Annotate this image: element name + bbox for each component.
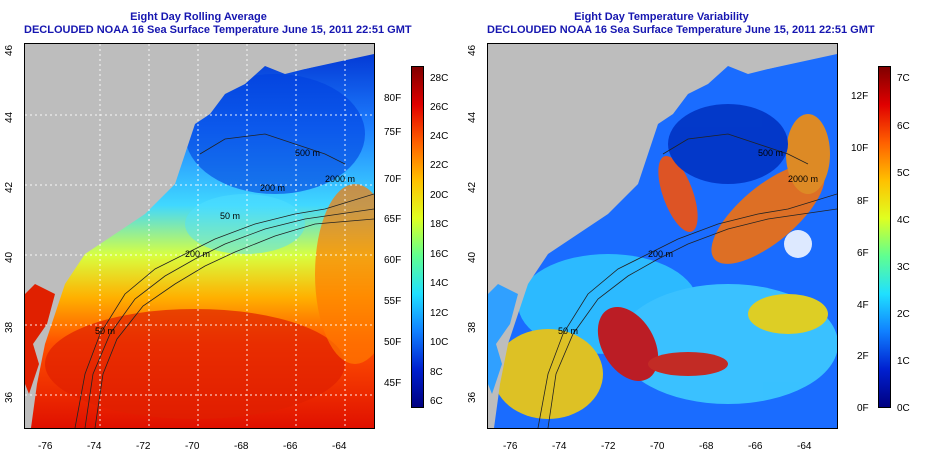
lon-tick: -72 [136,441,151,452]
colorbar-f-tick: 60F [384,255,402,266]
colorbar-c-tick: 4C [897,215,910,226]
colorbar-c-tick: 18C [430,219,449,230]
colorbar-c-tick: 6C [430,396,443,407]
lat-tick: 38 [4,321,15,333]
lon-tick: -72 [601,441,616,452]
colorbar-f-tick: 65F [384,214,402,225]
colorbar-f-tick: 8F [857,196,869,207]
colorbar-c-tick: 22C [430,160,449,171]
colorbar-c-tick: 2C [897,309,910,320]
lon-tick: -68 [234,441,249,452]
contour-label: 500 m [758,148,783,158]
lat-tick: 36 [4,391,15,403]
colorbar-c-tick: 5C [897,168,910,179]
colorbar-c-tick: 8C [430,367,443,378]
colorbar-f-tick: 45F [384,378,402,389]
colorbar-c-tick: 26C [430,102,449,113]
colorbar-f-tick: 80F [384,93,402,104]
variability-map-image: 50 m 200 m 2000 m 500 m [488,44,837,428]
right-title: Eight Day Temperature Variability [574,11,749,23]
lon-tick: -64 [332,441,347,452]
colorbar-c-tick: 28C [430,73,449,84]
colorbar-f-tick: 75F [384,127,402,138]
lat-tick: 42 [467,181,478,193]
left-subtitle: DECLOUDED NOAA 16 Sea Surface Temperatur… [24,24,412,36]
lon-tick: -68 [699,441,714,452]
lat-tick: 42 [4,181,15,193]
colorbar-c-tick: 10C [430,337,449,348]
variability-map: 50 m 200 m 2000 m 500 m [487,43,838,429]
colorbar-c-tick: 12C [430,308,449,319]
colorbar-c-tick: 16C [430,249,449,260]
colorbar-f-tick: 12F [851,91,869,102]
contour-label: 50 m [95,326,115,336]
colorbar-c-tick: 0C [897,403,910,414]
colorbar-c-tick: 1C [897,356,910,367]
contour-label: 2000 m [325,174,355,184]
lat-tick: 38 [467,321,478,333]
sst-map-image: 50 m 200 m 200 m 2000 m 500 m 50 m [25,44,374,428]
colorbar-f-tick: 50F [384,337,402,348]
lon-tick: -70 [185,441,200,452]
colorbar-f-tick: 2F [857,351,869,362]
variability-colorbar [878,66,891,408]
colorbar-c-tick: 14C [430,278,449,289]
contour-label: 50 m [220,211,240,221]
lon-tick: -74 [552,441,567,452]
colorbar-f-tick: 10F [851,143,869,154]
contour-label: 200 m [260,183,285,193]
lon-tick: -64 [797,441,812,452]
colorbar-f-tick: 70F [384,174,402,185]
lat-tick: 44 [467,111,478,123]
colorbar-f-tick: 4F [857,300,869,311]
lon-tick: -70 [650,441,665,452]
contour-label: 50 m [558,326,578,336]
sst-colorbar [411,66,424,408]
colorbar-f-tick: 0F [857,403,869,414]
colorbar-c-tick: 7C [897,73,910,84]
colorbar-f-tick: 6F [857,248,869,259]
right-subtitle: DECLOUDED NOAA 16 Sea Surface Temperatur… [487,24,875,36]
lon-tick: -74 [87,441,102,452]
colorbar-c-tick: 3C [897,262,910,273]
lon-tick: -66 [283,441,298,452]
contour-label: 2000 m [788,174,818,184]
sst-map: 50 m 200 m 200 m 2000 m 500 m 50 m [24,43,375,429]
lat-tick: 40 [4,251,15,263]
colorbar-c-tick: 20C [430,190,449,201]
lon-tick: -76 [503,441,518,452]
contour-label: 200 m [185,249,210,259]
lon-tick: -66 [748,441,763,452]
lat-tick: 36 [467,391,478,403]
contour-label: 500 m [295,148,320,158]
left-title: Eight Day Rolling Average [130,11,267,23]
lat-tick: 46 [4,44,15,56]
lon-tick: -76 [38,441,53,452]
lat-tick: 44 [4,111,15,123]
colorbar-c-tick: 24C [430,131,449,142]
colorbar-f-tick: 55F [384,296,402,307]
colorbar-c-tick: 6C [897,121,910,132]
contour-label: 200 m [648,249,673,259]
lat-tick: 46 [467,44,478,56]
lat-tick: 40 [467,251,478,263]
